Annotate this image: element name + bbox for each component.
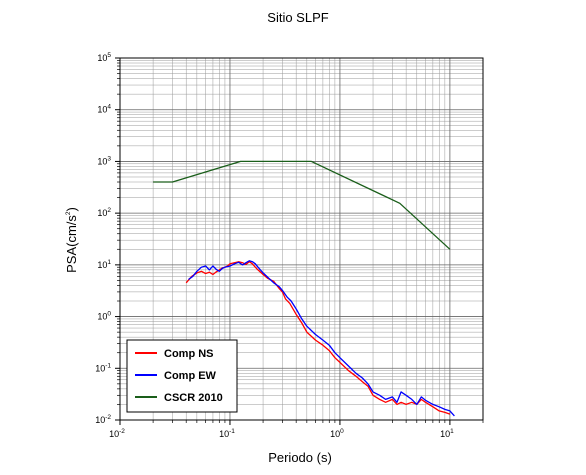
x-tick-label: 10-2 (109, 428, 125, 439)
y-tick-label: 100 (97, 311, 111, 322)
y-tick-label: 104 (97, 104, 111, 115)
legend-label: Comp NS (164, 348, 214, 360)
y-tick-labels: 10-2 10-1 100 101 102 103 104 105 (95, 52, 111, 425)
y-tick-label: 101 (97, 259, 111, 270)
legend-label: Comp EW (164, 370, 217, 382)
x-tick-label: 10-1 (219, 428, 235, 439)
y-tick-label: 103 (97, 155, 111, 166)
y-axis-label: PSA(cm/s2) (64, 207, 79, 273)
y-axis-label-exp: 2 (65, 211, 72, 215)
series-line-cscr-2010 (153, 160, 451, 250)
chart-title: Sitio SLPF (267, 10, 328, 25)
series-layer (153, 160, 455, 417)
plot-frame (119, 57, 484, 421)
minor-grid (120, 58, 484, 420)
x-tick-labels: 10-2 10-1 100 101 (109, 428, 454, 439)
y-axis-label-base: PSA(cm/s (64, 215, 79, 273)
tick-marks (115, 57, 484, 425)
x-tick-label: 100 (330, 428, 344, 439)
legend-label: CSCR 2010 (164, 392, 223, 404)
y-tick-label: 10-2 (95, 414, 111, 425)
series-line-comp-ew (188, 260, 455, 417)
y-tick-label: 105 (97, 52, 111, 63)
legend: Comp NS Comp EW CSCR 2010 (126, 339, 238, 413)
y-tick-label: 102 (97, 207, 111, 218)
y-tick-label: 10-1 (95, 362, 111, 373)
x-axis-label: Periodo (s) (268, 450, 332, 465)
x-tick-label: 101 (440, 428, 454, 439)
y-axis-label-close: ) (64, 207, 79, 211)
